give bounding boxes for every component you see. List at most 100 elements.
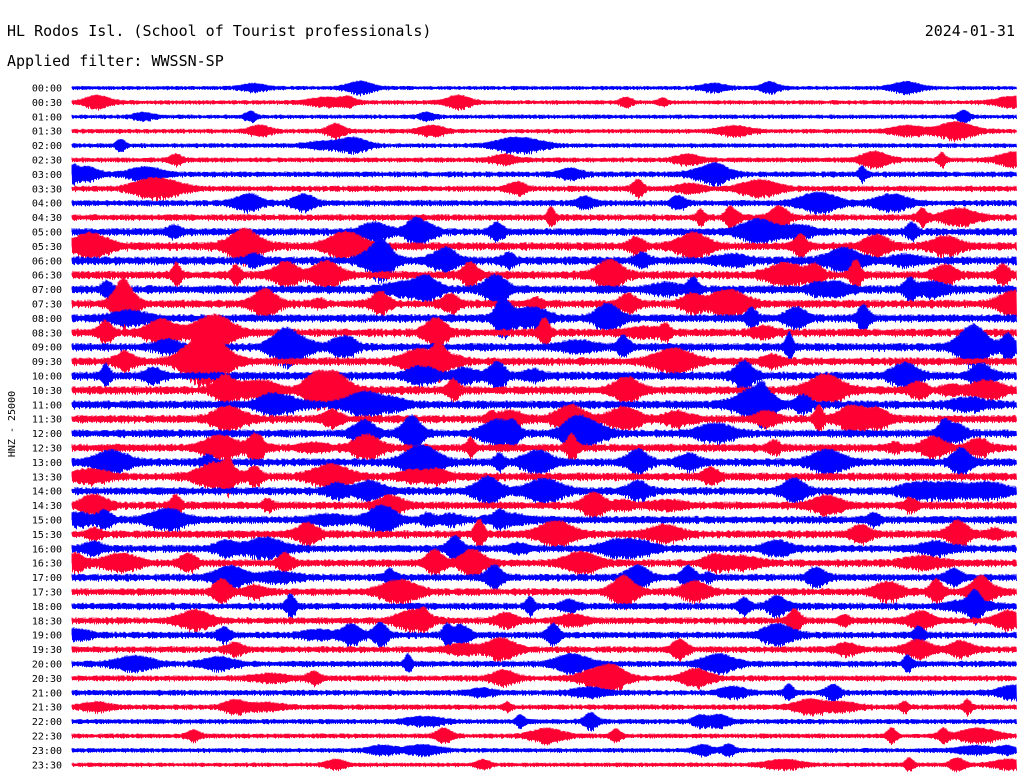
trace-line-0600 [71, 237, 1017, 284]
time-tick-label: 21:30 [32, 703, 62, 714]
time-tick-label: 07:30 [32, 300, 62, 311]
chart-date: 2024-01-31 [925, 22, 1015, 40]
time-tick-label: 02:00 [32, 141, 62, 152]
time-tick-label: 12:30 [32, 444, 62, 455]
time-tick-label: 22:30 [32, 732, 62, 743]
trace-line-1100 [71, 379, 1017, 430]
trace-line-2000 [71, 652, 1017, 676]
trace-line-0100 [71, 109, 1017, 125]
time-tick-label: 01:00 [32, 112, 62, 123]
trace-lines [71, 80, 1017, 773]
trace-line-1800 [71, 588, 1017, 626]
time-tick-label: 20:00 [32, 660, 62, 671]
time-tick-label: 04:30 [32, 213, 62, 224]
trace-line-0700 [71, 273, 1017, 306]
trace-line-0430 [71, 204, 1017, 231]
time-tick-label: 09:30 [32, 357, 62, 368]
trace-line-0400 [71, 191, 1017, 216]
time-tick-label: 01:30 [32, 127, 62, 138]
trace-line-1030 [71, 369, 1017, 412]
time-tick-label: 06:00 [32, 256, 62, 267]
time-tick-label: 14:30 [32, 501, 62, 512]
trace-line-0930 [71, 331, 1017, 393]
trace-line-0030 [71, 94, 1017, 111]
trace-line-1500 [71, 504, 1017, 537]
trace-line-1700 [71, 563, 1017, 592]
time-tick-label: 16:30 [32, 559, 62, 570]
chart-title: HL Rodos Isl. (School of Tourist profess… [7, 22, 431, 40]
trace-line-0300 [71, 161, 1017, 188]
trace-line-0830 [71, 313, 1017, 353]
trace-line-2030 [71, 663, 1017, 695]
trace-line-0130 [71, 120, 1017, 143]
time-tick-label: 00:30 [32, 98, 62, 109]
y-axis-label: HNZ - 25000 [7, 391, 18, 457]
time-tick-label: 19:30 [32, 645, 62, 656]
trace-line-0530 [71, 227, 1017, 267]
time-tick-label: 18:30 [32, 616, 62, 627]
time-tick-label: 13:30 [32, 472, 62, 483]
trace-line-1230 [71, 432, 1017, 464]
trace-line-1430 [71, 491, 1017, 521]
trace-line-0230 [71, 150, 1017, 170]
time-tick-label: 22:00 [32, 717, 62, 728]
trace-line-0200 [71, 136, 1017, 155]
trace-line-1330 [71, 455, 1017, 499]
trace-line-1400 [71, 475, 1017, 509]
time-tick-label: 02:30 [32, 156, 62, 167]
trace-line-2100 [71, 683, 1017, 703]
trace-line-0000 [71, 80, 1017, 97]
time-tick-label: 12:00 [32, 429, 62, 440]
trace-line-1200 [71, 413, 1017, 452]
trace-line-2230 [71, 726, 1017, 746]
trace-line-0630 [71, 258, 1017, 293]
trace-line-1000 [71, 359, 1017, 394]
time-tick-label: 23:00 [32, 746, 62, 757]
trace-line-0330 [71, 176, 1017, 202]
trace-line-1830 [71, 605, 1017, 635]
time-tick-label: 20:30 [32, 674, 62, 685]
time-tick-label: 03:00 [32, 170, 62, 181]
time-tick-label: 03:30 [32, 184, 62, 195]
trace-line-1730 [71, 573, 1017, 612]
trace-line-0500 [71, 216, 1017, 248]
time-tick-label: 08:00 [32, 314, 62, 325]
trace-line-2300 [71, 743, 1017, 758]
chart-subtitle: Applied filter: WWSSN-SP [7, 52, 224, 70]
time-tick-label: 16:00 [32, 544, 62, 555]
time-tick-labels: 00:00 00:30 01:00 01:30 02:00 02:30 03:00 03:30… [32, 84, 62, 772]
time-tick-label: 09:00 [32, 343, 62, 354]
trace-line-2330 [71, 757, 1017, 773]
time-tick-label: 07:00 [32, 285, 62, 296]
time-tick-label: 00:00 [32, 84, 62, 95]
time-tick-label: 10:30 [32, 386, 62, 397]
time-tick-label: 15:30 [32, 530, 62, 541]
trace-line-1130 [71, 403, 1017, 437]
time-tick-label: 15:00 [32, 516, 62, 527]
trace-line-1630 [71, 548, 1017, 580]
time-tick-label: 18:00 [32, 602, 62, 613]
trace-line-0730 [71, 276, 1017, 334]
time-tick-label: 13:00 [32, 458, 62, 469]
time-tick-label: 11:30 [32, 415, 62, 426]
trace-line-1900 [71, 621, 1017, 649]
time-tick-label: 05:00 [32, 228, 62, 239]
time-tick-label: 21:00 [32, 688, 62, 699]
trace-line-2130 [71, 697, 1017, 717]
time-tick-label: 06:30 [32, 271, 62, 282]
time-tick-label: 05:30 [32, 242, 62, 253]
time-tick-label: 04:00 [32, 199, 62, 210]
time-tick-label: 17:00 [32, 573, 62, 584]
trace-line-1600 [71, 534, 1017, 562]
time-tick-label: 08:30 [32, 328, 62, 339]
time-tick-label: 14:00 [32, 487, 62, 498]
trace-line-0900 [71, 322, 1017, 373]
time-tick-label: 17:30 [32, 588, 62, 599]
time-tick-label: 23:30 [32, 760, 62, 771]
trace-line-0800 [71, 295, 1017, 341]
time-tick-label: 10:00 [32, 372, 62, 383]
time-tick-label: 19:00 [32, 631, 62, 642]
trace-line-1530 [71, 518, 1017, 551]
trace-line-1930 [71, 636, 1017, 663]
